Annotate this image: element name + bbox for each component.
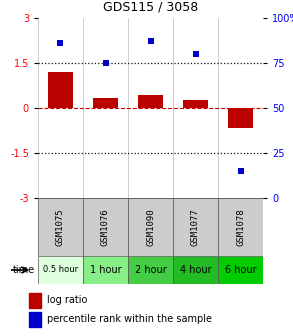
Text: percentile rank within the sample: percentile rank within the sample [47, 314, 212, 324]
Bar [128, 198, 173, 256]
Point [58, 41, 63, 46]
Text: 2 hour: 2 hour [134, 265, 166, 275]
Text: GDS115 / 3058: GDS115 / 3058 [103, 0, 198, 13]
Bar [29, 293, 41, 308]
Bar [173, 198, 218, 256]
Point [193, 51, 198, 57]
Text: time: time [13, 265, 35, 275]
Bar [38, 256, 83, 284]
Bar [183, 99, 208, 108]
Bar [93, 97, 118, 108]
Text: 1 hour: 1 hour [90, 265, 121, 275]
Text: log ratio: log ratio [47, 295, 87, 305]
Point [148, 39, 153, 44]
Bar [48, 72, 73, 108]
Text: 4 hour: 4 hour [180, 265, 211, 275]
Bar [38, 198, 83, 256]
Bar [138, 94, 163, 108]
Text: GSM1076: GSM1076 [101, 208, 110, 246]
Text: 0.5 hour: 0.5 hour [43, 265, 78, 275]
Point [103, 60, 108, 66]
Text: GSM1078: GSM1078 [236, 208, 245, 246]
Point [238, 168, 243, 174]
Bar [83, 256, 128, 284]
Text: GSM1077: GSM1077 [191, 208, 200, 246]
Bar [128, 256, 173, 284]
Text: 6 hour: 6 hour [225, 265, 256, 275]
Bar [218, 256, 263, 284]
Bar [29, 311, 41, 327]
Bar [83, 198, 128, 256]
Bar [218, 198, 263, 256]
Text: GSM1075: GSM1075 [56, 208, 65, 246]
Bar [173, 256, 218, 284]
Bar [228, 108, 253, 127]
Text: GSM1090: GSM1090 [146, 208, 155, 246]
